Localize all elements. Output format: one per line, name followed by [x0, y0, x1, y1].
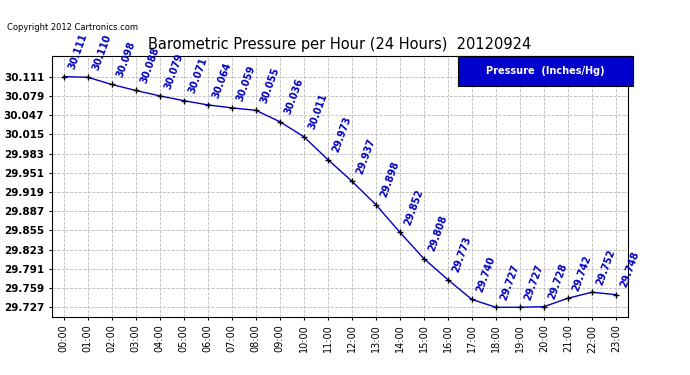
Text: 29.898: 29.898 [379, 160, 401, 199]
Text: 29.740: 29.740 [475, 255, 497, 294]
Text: 30.079: 30.079 [163, 52, 185, 90]
Text: 30.110: 30.110 [90, 33, 112, 72]
Text: 30.111: 30.111 [66, 33, 89, 71]
Text: 30.011: 30.011 [306, 93, 329, 131]
Text: 29.752: 29.752 [595, 248, 617, 287]
Text: 29.742: 29.742 [571, 254, 593, 293]
Text: 30.098: 30.098 [115, 40, 137, 79]
Title: Barometric Pressure per Hour (24 Hours)  20120924: Barometric Pressure per Hour (24 Hours) … [148, 37, 531, 52]
Text: 30.055: 30.055 [259, 66, 281, 105]
Text: 29.728: 29.728 [546, 262, 569, 301]
Text: 29.852: 29.852 [403, 188, 425, 226]
Text: 29.773: 29.773 [451, 236, 473, 274]
Text: 29.727: 29.727 [522, 263, 545, 302]
Text: 30.071: 30.071 [186, 57, 209, 95]
Text: 29.748: 29.748 [619, 251, 641, 289]
FancyBboxPatch shape [458, 56, 633, 86]
Text: 29.727: 29.727 [499, 263, 521, 302]
Text: 30.088: 30.088 [139, 46, 161, 85]
Text: Pressure  (Inches/Hg): Pressure (Inches/Hg) [486, 66, 605, 76]
Text: 30.064: 30.064 [210, 61, 233, 99]
Text: 29.937: 29.937 [355, 137, 377, 176]
Text: 29.808: 29.808 [426, 214, 449, 253]
Text: 29.973: 29.973 [331, 116, 353, 154]
Text: Copyright 2012 Cartronics.com: Copyright 2012 Cartronics.com [7, 22, 138, 32]
Text: 30.059: 30.059 [235, 64, 257, 102]
Text: 30.036: 30.036 [283, 78, 305, 116]
